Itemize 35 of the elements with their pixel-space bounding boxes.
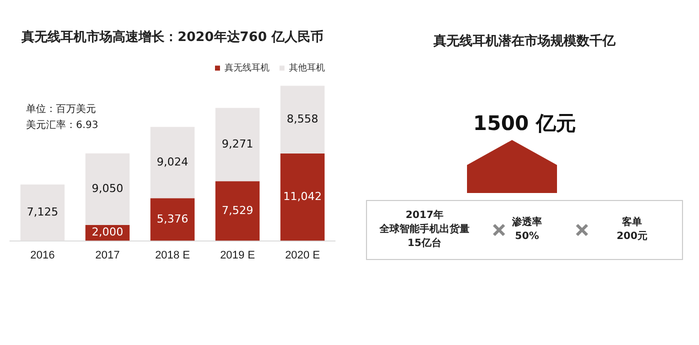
text: 15亿台 [408, 238, 442, 249]
x-tick-label: 2020 E [285, 249, 320, 262]
annotation: 单位：百万美元 [26, 102, 97, 117]
x-tick-label: 2016 [30, 249, 55, 262]
data-label: 8,558 [286, 112, 318, 126]
annotation: 美元汇率：6.93 [26, 118, 98, 133]
bar [85, 153, 130, 225]
bar [150, 198, 195, 241]
text: 50% [515, 231, 539, 242]
text: 2017年 [406, 210, 444, 221]
bar [215, 181, 260, 241]
text: 渗透率 [512, 217, 542, 228]
x-tick-label: 2019 E [220, 249, 255, 262]
text: 全球智能手机出货量 [380, 224, 470, 235]
data-label: 2,000 [92, 226, 124, 239]
text: 200元 [616, 231, 648, 242]
bar [280, 86, 325, 154]
data-label: 7,529 [222, 204, 254, 217]
text: 1500 亿元 [472, 110, 577, 137]
legend-label: 其他耳机 [289, 62, 325, 73]
data-label: 9,024 [156, 155, 188, 168]
x-tick-label: 2018 E [155, 249, 190, 262]
data-label: 9,050 [92, 182, 124, 196]
data-label: 7,125 [26, 205, 58, 218]
data-label: 5,376 [156, 212, 188, 226]
data-label: 9,271 [222, 137, 254, 150]
bar [280, 153, 325, 241]
bar [150, 126, 195, 198]
text: 真无线耳机潜在市场规模数千亿 [432, 32, 616, 50]
chart-title: 真无线耳机市场高速增长：2020年达760 亿人民币 [20, 29, 324, 46]
bar [215, 108, 260, 182]
data-label: 11,042 [283, 190, 322, 203]
x-tick-label: 2017 [95, 249, 120, 262]
text: 客单 [622, 217, 642, 228]
legend-label: 真无线耳机 [224, 62, 270, 73]
